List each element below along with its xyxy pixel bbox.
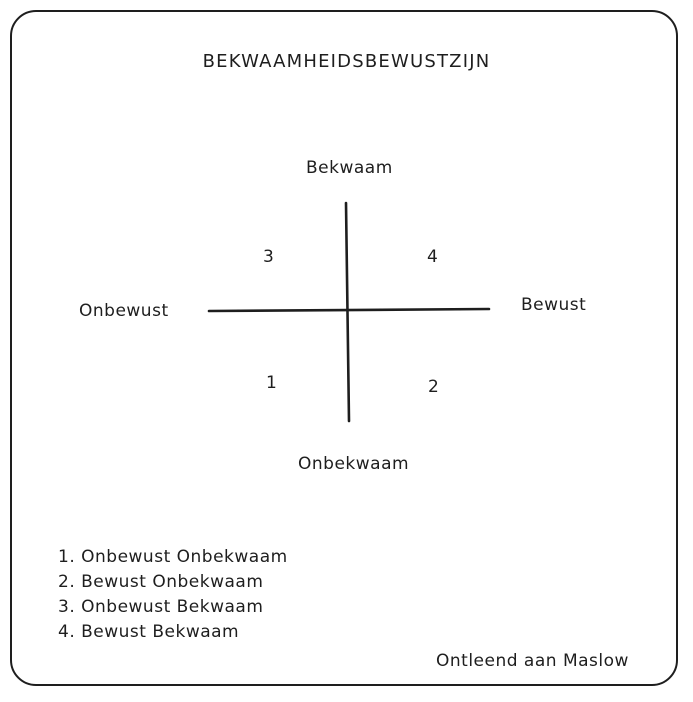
quadrant-number-top-right: 4 [427,247,439,267]
quadrant-number-bottom-right: 2 [428,377,440,397]
legend-item-1: 1. Onbewust Onbekwaam [58,547,288,567]
diagram-frame [10,10,678,686]
diagram-title: BEKWAAMHEIDSBEWUSTZIJN [202,51,491,72]
axis-label-right: Bewust [521,295,587,315]
legend-item-3: 3. Onbewust Bekwaam [58,597,264,617]
horizontal-axis [207,307,491,313]
legend-list: 1. Onbewust Onbekwaam 2. Bewust Onbekwaa… [58,545,288,645]
axis-label-left: Onbewust [79,301,169,321]
axis-label-top: Bekwaam [306,158,393,178]
source-credit: Ontleend aan Maslow [436,651,629,671]
quadrant-number-bottom-left: 1 [266,373,278,393]
legend-item-4: 4. Bewust Bekwaam [58,622,240,642]
vertical-axis [344,201,351,423]
legend-item-2: 2. Bewust Onbekwaam [58,572,264,592]
quadrant-number-top-left: 3 [263,247,275,267]
axis-label-bottom: Onbekwaam [298,454,410,474]
